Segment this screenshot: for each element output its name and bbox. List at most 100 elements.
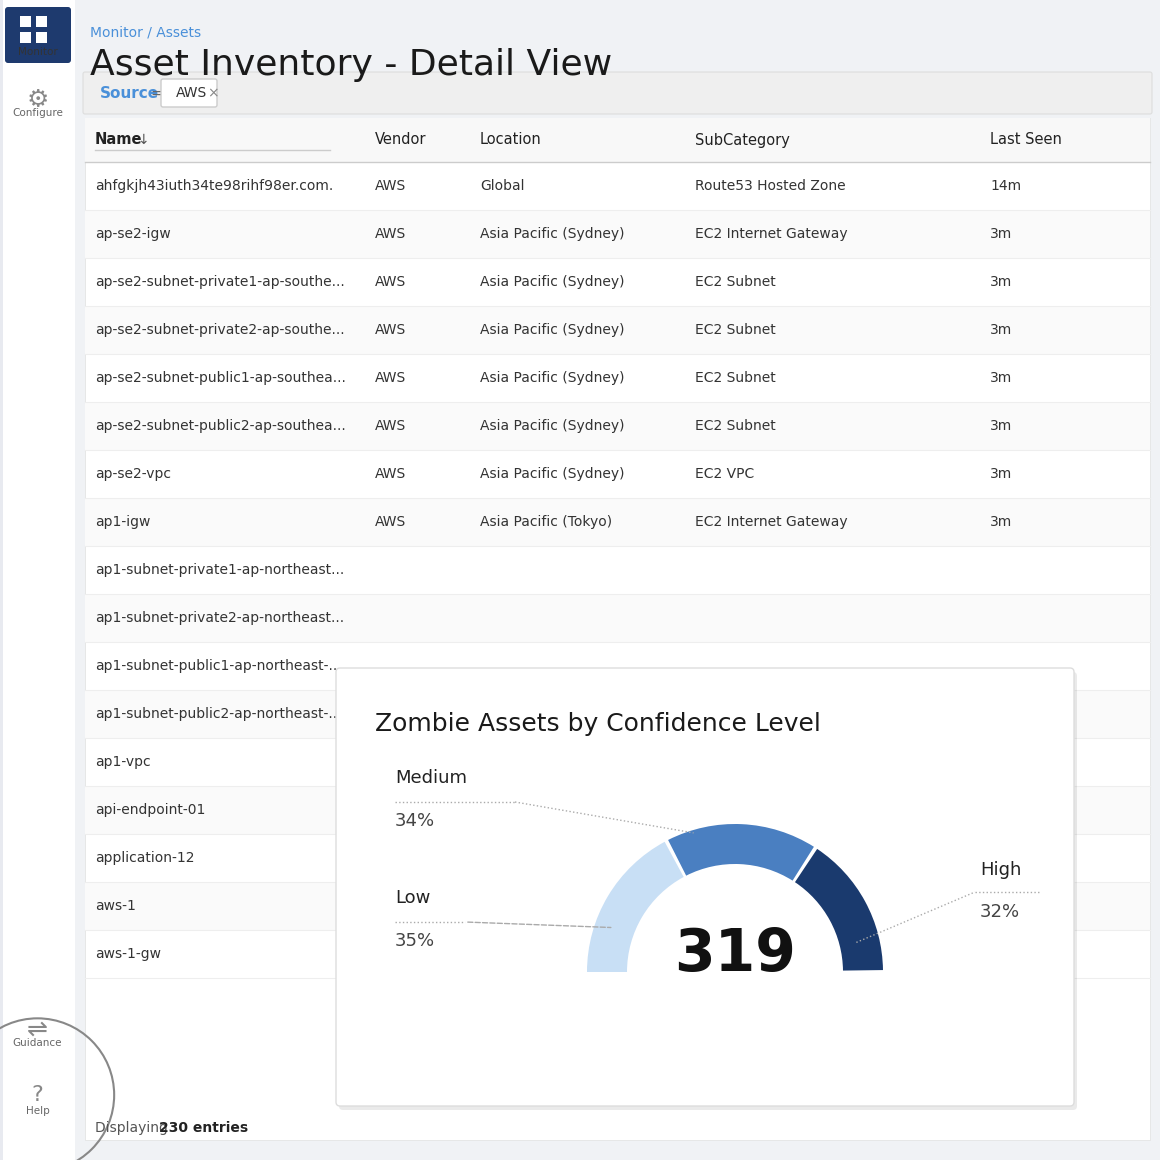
Text: SubCategory: SubCategory — [695, 132, 790, 147]
Text: 14m: 14m — [989, 179, 1021, 193]
Text: 35%: 35% — [396, 931, 435, 950]
Wedge shape — [587, 842, 683, 972]
Text: 3m: 3m — [989, 275, 1013, 289]
Text: High: High — [980, 861, 1021, 879]
Text: Last Seen: Last Seen — [989, 132, 1061, 147]
FancyBboxPatch shape — [84, 72, 1152, 114]
Text: AWS: AWS — [375, 371, 406, 385]
Text: Source: Source — [100, 86, 159, 101]
FancyBboxPatch shape — [85, 882, 1150, 930]
Text: AWS: AWS — [375, 179, 406, 193]
Text: 230 entries: 230 entries — [159, 1121, 248, 1134]
FancyBboxPatch shape — [36, 16, 48, 27]
Text: EC2 Subnet: EC2 Subnet — [695, 275, 776, 289]
FancyBboxPatch shape — [161, 79, 217, 107]
FancyBboxPatch shape — [85, 498, 1150, 546]
Text: 3m: 3m — [989, 322, 1013, 338]
Text: Vendor: Vendor — [375, 132, 427, 147]
Text: Medium: Medium — [396, 769, 467, 786]
FancyBboxPatch shape — [5, 7, 71, 63]
Text: Asia Pacific (Tokyo): Asia Pacific (Tokyo) — [480, 515, 612, 529]
Text: ap-se2-subnet-private1-ap-southe...: ap-se2-subnet-private1-ap-southe... — [95, 275, 345, 289]
Text: application-12: application-12 — [95, 851, 195, 865]
Text: ap1-subnet-public1-ap-northeast-...: ap1-subnet-public1-ap-northeast-... — [95, 659, 342, 673]
Text: ap-se2-subnet-public1-ap-southea...: ap-se2-subnet-public1-ap-southea... — [95, 371, 346, 385]
Text: AWS: AWS — [375, 467, 406, 481]
Text: Guidance: Guidance — [13, 1038, 63, 1047]
Text: EC2 Internet Gateway: EC2 Internet Gateway — [695, 515, 848, 529]
Text: ×: × — [206, 86, 218, 100]
Text: 3m: 3m — [989, 371, 1013, 385]
Text: Location: Location — [480, 132, 542, 147]
Text: =: = — [150, 86, 162, 101]
FancyBboxPatch shape — [85, 786, 1150, 834]
FancyBboxPatch shape — [336, 668, 1074, 1105]
Text: 3m: 3m — [989, 467, 1013, 481]
Text: 32%: 32% — [980, 902, 1020, 921]
FancyBboxPatch shape — [85, 118, 1150, 162]
Text: AWS: AWS — [375, 515, 406, 529]
FancyBboxPatch shape — [85, 210, 1150, 258]
Text: ap1-subnet-private1-ap-northeast...: ap1-subnet-private1-ap-northeast... — [95, 563, 345, 577]
Text: ap-se2-vpc: ap-se2-vpc — [95, 467, 171, 481]
Text: ap-se2-subnet-public2-ap-southea...: ap-se2-subnet-public2-ap-southea... — [95, 419, 346, 433]
Text: 319: 319 — [674, 926, 796, 983]
Text: Asia Pacific (Sydney): Asia Pacific (Sydney) — [480, 419, 624, 433]
Text: Low: Low — [396, 889, 430, 907]
Text: ap1-subnet-private2-ap-northeast...: ap1-subnet-private2-ap-northeast... — [95, 611, 345, 625]
Text: ⇌: ⇌ — [27, 1018, 48, 1042]
Text: Asset Inventory - Detail View: Asset Inventory - Detail View — [90, 48, 612, 82]
Text: 34%: 34% — [396, 812, 435, 831]
Text: Global: Global — [480, 179, 524, 193]
Text: AWS: AWS — [375, 227, 406, 241]
Text: Monitor / Assets: Monitor / Assets — [90, 26, 201, 39]
Text: Asia Pacific (Sydney): Asia Pacific (Sydney) — [480, 227, 624, 241]
Text: ↓: ↓ — [137, 133, 148, 147]
Text: EC2 Internet Gateway: EC2 Internet Gateway — [695, 227, 848, 241]
Text: AWS: AWS — [375, 275, 406, 289]
Text: Displaying: Displaying — [95, 1121, 172, 1134]
Text: EC2 Subnet: EC2 Subnet — [695, 322, 776, 338]
FancyBboxPatch shape — [0, 0, 3, 1160]
Text: Help: Help — [26, 1105, 50, 1116]
Text: Asia Pacific (Sydney): Asia Pacific (Sydney) — [480, 371, 624, 385]
FancyBboxPatch shape — [20, 32, 31, 43]
Text: Zombie Assets by Confidence Level: Zombie Assets by Confidence Level — [375, 712, 821, 735]
FancyBboxPatch shape — [85, 306, 1150, 354]
Text: ap1-igw: ap1-igw — [95, 515, 151, 529]
FancyBboxPatch shape — [20, 16, 31, 27]
Text: ap-se2-subnet-private2-ap-southe...: ap-se2-subnet-private2-ap-southe... — [95, 322, 345, 338]
FancyBboxPatch shape — [339, 672, 1076, 1110]
Text: AWS: AWS — [176, 86, 208, 100]
Text: ⚙: ⚙ — [27, 88, 49, 113]
FancyBboxPatch shape — [85, 594, 1150, 641]
Wedge shape — [668, 824, 814, 880]
Text: aws-1: aws-1 — [95, 899, 136, 913]
FancyBboxPatch shape — [85, 403, 1150, 450]
Text: Route53 Hosted Zone: Route53 Hosted Zone — [695, 179, 846, 193]
Text: aws-1-gw: aws-1-gw — [95, 947, 161, 960]
FancyBboxPatch shape — [85, 690, 1150, 738]
Text: Configure: Configure — [12, 108, 63, 118]
Text: EC2 VPC: EC2 VPC — [695, 467, 754, 481]
FancyBboxPatch shape — [36, 32, 48, 43]
Text: ap-se2-igw: ap-se2-igw — [95, 227, 171, 241]
FancyBboxPatch shape — [85, 118, 1150, 1140]
Text: Asia Pacific (Sydney): Asia Pacific (Sydney) — [480, 275, 624, 289]
Text: ahfgkjh43iuth34te98rihf98er.com.: ahfgkjh43iuth34te98rihf98er.com. — [95, 179, 333, 193]
Text: AWS: AWS — [375, 419, 406, 433]
Text: EC2 Subnet: EC2 Subnet — [695, 419, 776, 433]
Text: Monitor: Monitor — [17, 48, 57, 57]
Text: AWS: AWS — [375, 322, 406, 338]
Text: 3m: 3m — [989, 515, 1013, 529]
Text: 3m: 3m — [989, 419, 1013, 433]
FancyBboxPatch shape — [0, 0, 75, 1160]
Text: ap1-subnet-public2-ap-northeast-...: ap1-subnet-public2-ap-northeast-... — [95, 706, 341, 722]
Text: Name: Name — [95, 132, 143, 147]
Text: EC2 Subnet: EC2 Subnet — [695, 371, 776, 385]
Text: ap1-vpc: ap1-vpc — [95, 755, 151, 769]
Text: api-endpoint-01: api-endpoint-01 — [95, 803, 205, 817]
Text: Asia Pacific (Sydney): Asia Pacific (Sydney) — [480, 467, 624, 481]
Text: Asia Pacific (Sydney): Asia Pacific (Sydney) — [480, 322, 624, 338]
Text: 3m: 3m — [989, 227, 1013, 241]
